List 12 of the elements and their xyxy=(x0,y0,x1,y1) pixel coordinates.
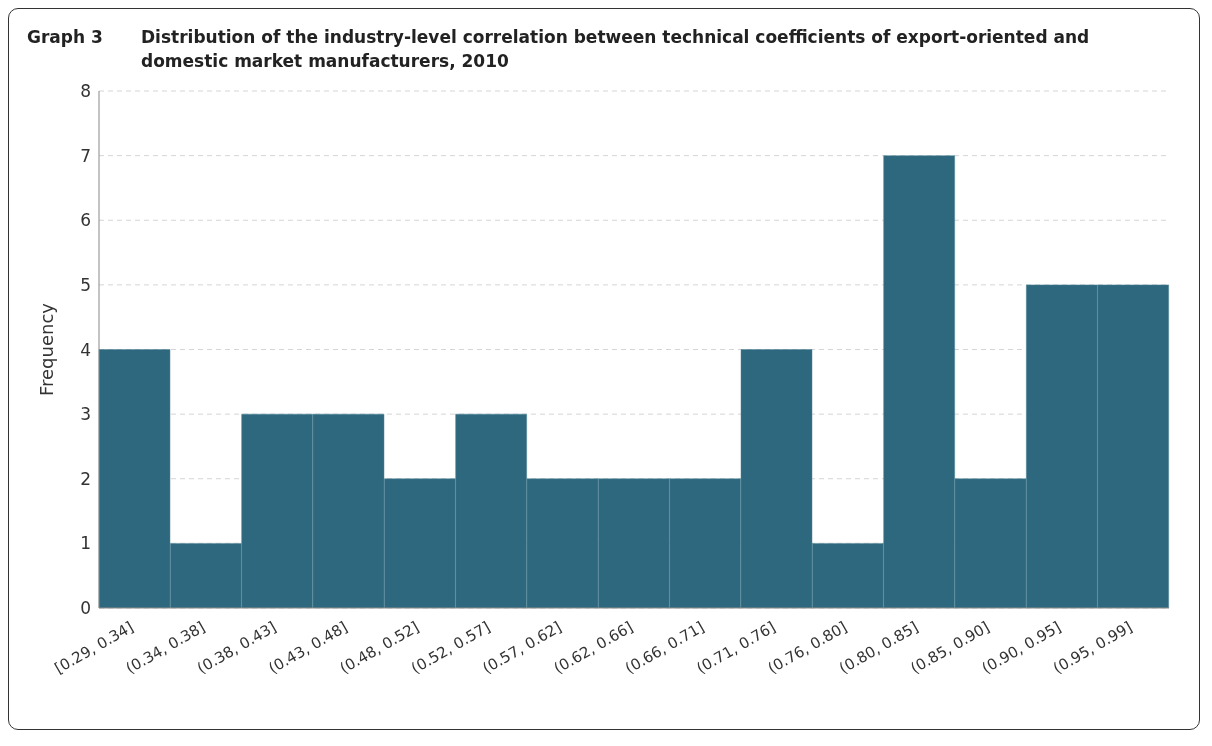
y-tick-label: 5 xyxy=(80,274,91,295)
y-tick-label: 7 xyxy=(80,145,91,166)
y-tick-label: 3 xyxy=(80,404,91,425)
y-tick-label: 1 xyxy=(80,533,91,554)
y-tick-label: 8 xyxy=(80,81,91,102)
y-tick-label: 2 xyxy=(80,468,91,489)
y-tick-label: 0 xyxy=(80,598,91,619)
chart-subtitle: Distribution of the industry-level correlation between technical coefficients of export-oriented and domestic market manufacturers, 2010 xyxy=(141,26,1091,73)
y-tick-label: 6 xyxy=(80,210,91,231)
y-tick-label: 4 xyxy=(80,339,91,360)
y-axis-title: Frequency xyxy=(36,302,58,396)
chart-title: Graph 3 xyxy=(27,26,104,49)
